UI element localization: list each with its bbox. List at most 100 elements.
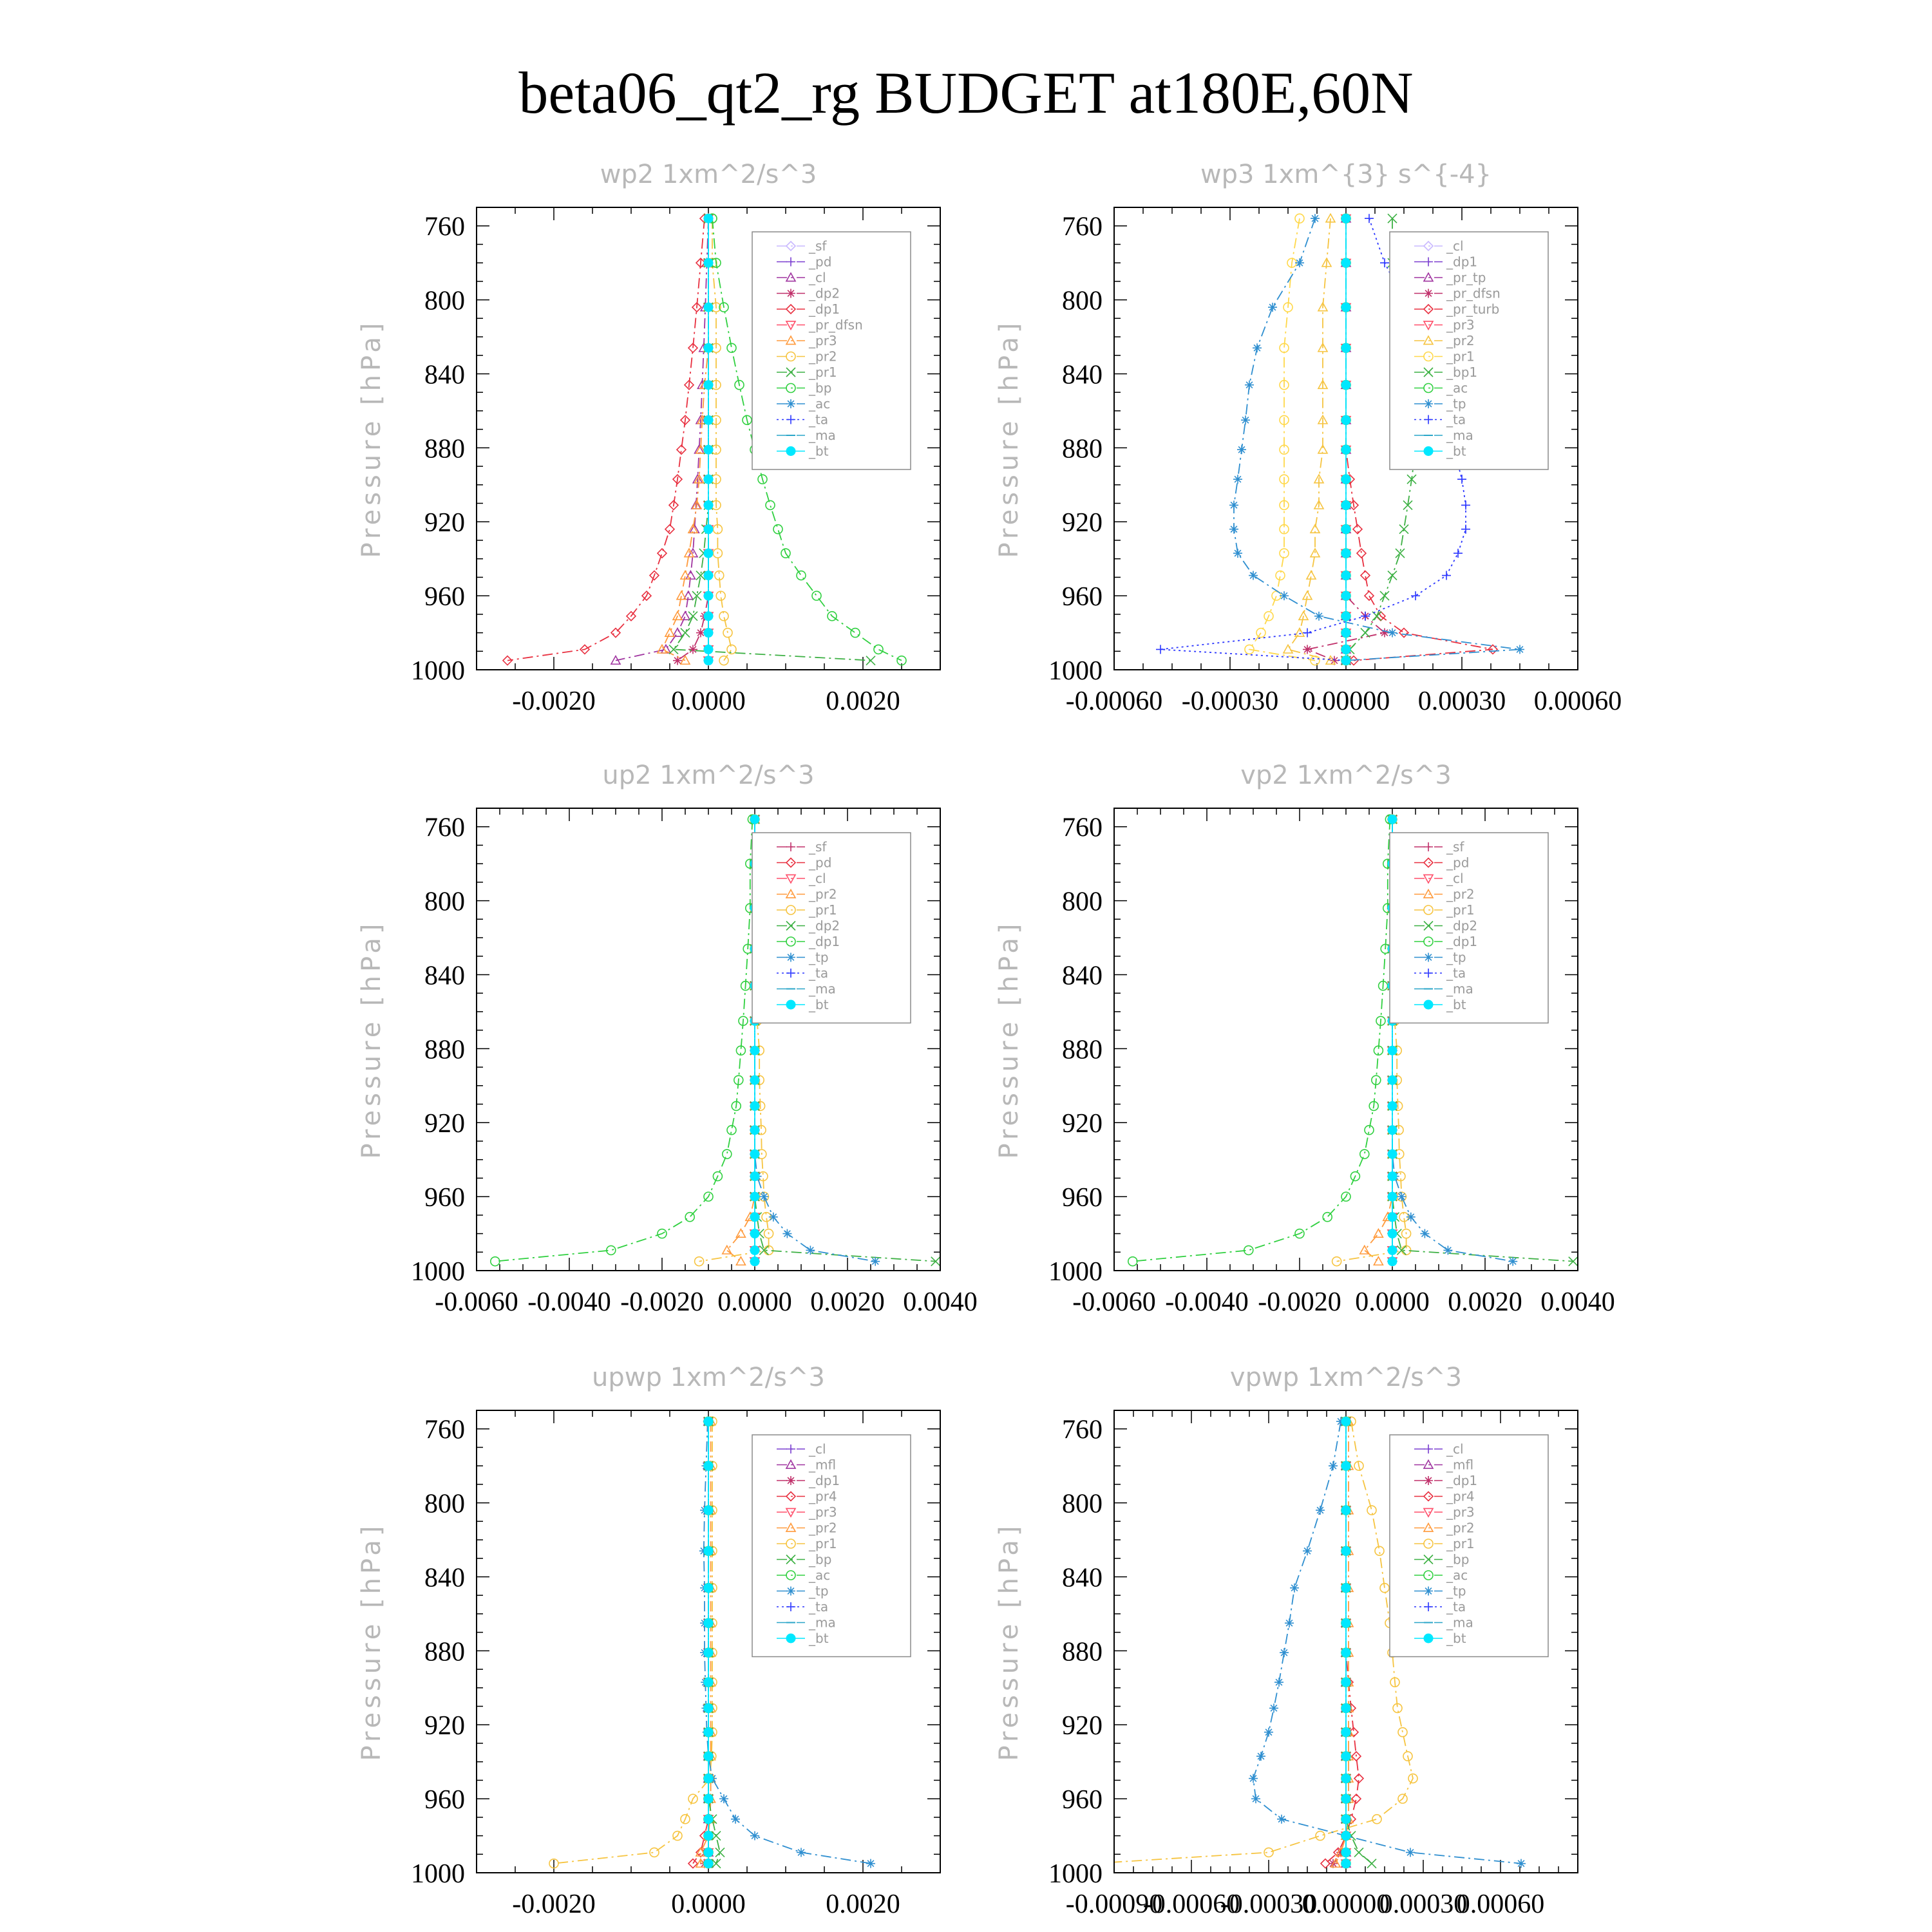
data-point <box>703 1751 714 1761</box>
y-tick-label: 840 <box>1062 360 1103 390</box>
y-tick-label: 960 <box>424 1785 465 1815</box>
data-point <box>896 655 907 666</box>
legend-label: _ta <box>1446 965 1466 981</box>
chart-panel: upwp 1xm^2/s^3 Pressure [hPa] 760 800 840 880… <box>357 1363 941 1919</box>
y-axis-title: Pressure [hPa] <box>994 319 1024 558</box>
data-point <box>1376 1016 1386 1027</box>
legend-marker <box>1423 1508 1434 1518</box>
chart-panel: wp2 1xm^2/s^3 Pressure [hPa] 760 800 840 880 9… <box>357 160 941 716</box>
data-point <box>703 444 714 455</box>
data-point <box>1397 1192 1406 1202</box>
legend-marker <box>1423 335 1434 345</box>
data-point <box>664 627 676 637</box>
data-point <box>1341 474 1351 484</box>
data-point <box>1330 656 1339 665</box>
y-tick-label: 960 <box>1062 1183 1103 1213</box>
data-point <box>1283 302 1293 312</box>
data-point <box>1380 628 1389 638</box>
series-group <box>1156 213 1524 667</box>
legend-marker <box>1424 289 1433 298</box>
data-point <box>703 1677 714 1687</box>
legend-label: _dp2 <box>808 286 840 301</box>
legend-marker <box>1423 888 1434 898</box>
data-point <box>1372 1814 1382 1824</box>
data-point <box>694 473 705 484</box>
data-point <box>1403 1751 1413 1761</box>
data-point <box>731 1814 740 1824</box>
data-point <box>1395 548 1405 558</box>
legend-label: _pr_dfsn <box>808 317 863 333</box>
data-point <box>715 1847 725 1857</box>
data-point <box>1406 474 1417 484</box>
y-tick-label: 960 <box>1062 1785 1103 1815</box>
y-tick-label: 840 <box>424 961 465 990</box>
x-tick-label: -0.0020 <box>512 1889 596 1919</box>
data-point <box>1313 499 1325 509</box>
data-point <box>680 1814 690 1824</box>
data-point <box>806 1245 815 1255</box>
x-tick-label: 0.0000 <box>671 1889 746 1919</box>
data-point <box>656 643 668 654</box>
data-point <box>1280 1648 1289 1658</box>
data-point <box>1279 379 1289 390</box>
series-line <box>1132 819 1391 1262</box>
y-tick-label: 920 <box>1062 508 1103 538</box>
data-point <box>1341 628 1351 638</box>
data-point <box>676 444 687 455</box>
legend-marker <box>1423 1522 1434 1532</box>
data-point <box>1341 258 1351 268</box>
data-point <box>1457 475 1466 484</box>
data-point <box>1387 1125 1397 1135</box>
legend-label: _cl <box>808 1441 826 1457</box>
y-tick-label: 880 <box>1062 1637 1103 1667</box>
data-point <box>1365 214 1374 223</box>
legend-marker <box>786 289 795 298</box>
data-point <box>1285 1618 1294 1628</box>
data-point <box>750 1075 760 1085</box>
data-point <box>759 1192 769 1202</box>
data-point <box>1341 1647 1351 1658</box>
legend-label: _pr2 <box>808 887 837 902</box>
legend-label: _ma <box>1446 428 1473 443</box>
legend-marker <box>1423 920 1434 931</box>
series-line <box>1114 1421 1414 1863</box>
data-point <box>1251 1794 1260 1804</box>
data-point <box>1354 1847 1364 1857</box>
x-tick-label: -0.0060 <box>435 1287 518 1317</box>
data-point <box>731 1101 741 1112</box>
series-line <box>699 819 770 1262</box>
x-tick-label: -0.0020 <box>512 687 596 716</box>
legend-label: _pr4 <box>1446 1489 1475 1504</box>
data-point <box>1341 213 1351 223</box>
data-point <box>735 1255 746 1266</box>
legend-marker <box>786 1539 796 1549</box>
data-point <box>1279 474 1289 484</box>
data-point <box>1341 444 1351 455</box>
legend-label: _pr1 <box>808 902 837 918</box>
y-tick-label: 800 <box>424 1490 465 1519</box>
legend-label: _tp <box>808 1584 829 1599</box>
data-point <box>1341 1461 1351 1471</box>
plot-frame <box>476 207 941 670</box>
data-point <box>703 1703 714 1713</box>
data-point <box>1387 213 1397 223</box>
data-point <box>1350 1793 1362 1804</box>
y-tick-label: 760 <box>424 1416 465 1445</box>
data-point <box>738 1016 748 1027</box>
legend-label: _dp1 <box>1446 1473 1477 1488</box>
legend-label: _pr4 <box>808 1489 837 1504</box>
legend-label: _bt <box>808 1631 829 1646</box>
legend-label: _dp1 <box>808 1473 840 1488</box>
legend-label: _pr1 <box>1446 902 1475 918</box>
data-point <box>866 1859 875 1868</box>
x-tick-label: 0.00030 <box>1418 687 1506 716</box>
data-point <box>1341 343 1351 353</box>
legend-marker <box>1423 1570 1434 1580</box>
legend-label: _ac <box>1446 1567 1468 1583</box>
legend-label: _pr_dfsn <box>1446 286 1501 301</box>
data-point <box>688 1794 698 1804</box>
x-tick-label: 0.0000 <box>671 687 746 716</box>
legend-label: _bt <box>1446 1631 1466 1646</box>
data-point <box>719 1794 728 1804</box>
data-point <box>1341 1546 1351 1556</box>
